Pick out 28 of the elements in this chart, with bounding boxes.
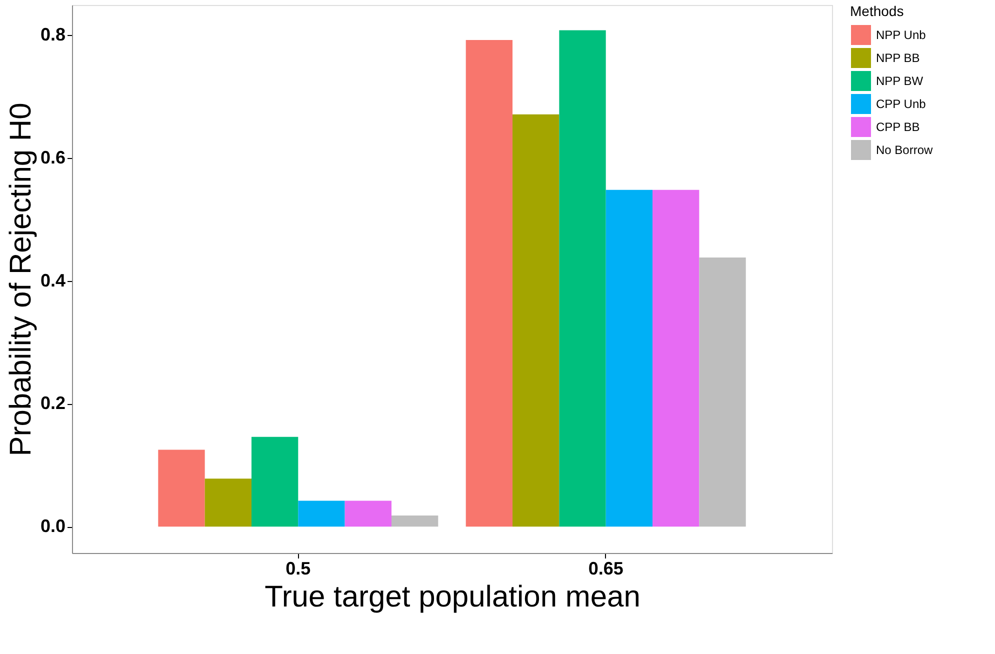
legend-label: NPP BB — [876, 51, 920, 65]
bar — [652, 190, 700, 527]
bar — [466, 40, 513, 527]
legend-label: No Borrow — [876, 143, 934, 157]
legend-label: NPP BW — [876, 74, 924, 88]
bar — [158, 450, 205, 527]
y-tick-label: 0.6 — [40, 147, 66, 168]
y-tick-label: 0.8 — [40, 24, 66, 45]
bar — [298, 500, 345, 527]
y-tick-label: 0.0 — [40, 516, 66, 536]
bar — [251, 436, 298, 527]
legend-label: CPP Unb — [876, 97, 926, 111]
y-tick-label: 0.4 — [40, 270, 66, 290]
x-tick-label: 0.65 — [588, 558, 624, 578]
bar — [699, 258, 746, 527]
bar — [344, 500, 392, 527]
x-tick-label: 0.5 — [286, 558, 311, 578]
legend-title: Methods — [850, 3, 904, 19]
bar — [204, 478, 252, 527]
x-axis-title: True target population mean — [264, 580, 640, 614]
y-tick-label: 0.2 — [40, 393, 66, 414]
bar — [606, 190, 653, 527]
bar — [391, 516, 438, 527]
legend-label: CPP BB — [876, 120, 920, 134]
bar — [512, 114, 560, 527]
legend-label: NPP Unb — [876, 28, 926, 42]
y-axis-title: Probability of Rejecting H0 — [4, 102, 38, 456]
bar — [559, 30, 606, 527]
